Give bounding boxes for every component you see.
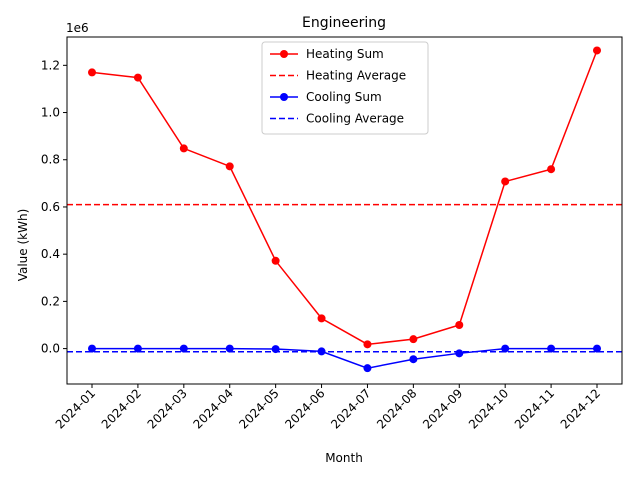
data-point-0-2: [179, 144, 188, 153]
legend-label-2: Cooling Sum: [306, 90, 382, 104]
y-tick-label-4: 0.8: [41, 153, 60, 167]
data-point-2-11: [593, 344, 601, 353]
data-point-2-3: [225, 344, 234, 353]
y-tick-label-0: 0.0: [41, 342, 60, 356]
data-point-0-5: [317, 314, 326, 323]
legend-label-3: Cooling Average: [306, 112, 404, 126]
y-tick-label-6: 1.2: [41, 58, 60, 72]
data-point-0-7: [409, 335, 418, 344]
data-point-0-0: [88, 68, 96, 77]
data-point-0-8: [455, 320, 464, 329]
data-point-2-7: [409, 355, 418, 364]
series-line-2: [92, 347, 597, 369]
data-point-2-8: [455, 349, 464, 358]
chart-title: Engineering: [302, 15, 386, 31]
y-tick-label-1: 0.2: [41, 294, 60, 308]
data-point-0-3: [225, 162, 234, 171]
data-point-2-6: [363, 364, 372, 373]
legend: Heating Sum Heating Average Cooling Sum Coo…: [261, 41, 429, 135]
y-scale-label: 1e6: [66, 21, 89, 35]
data-point-0-11: [593, 46, 601, 55]
plot-area: [67, 46, 622, 373]
data-point-2-1: [133, 344, 142, 353]
data-point-2-2: [179, 344, 188, 353]
data-point-0-1: [133, 73, 142, 82]
legend-marker-2: [280, 93, 288, 101]
axes-frame: [66, 36, 623, 385]
y-tick-label-3: 0.6: [41, 200, 60, 214]
data-point-0-4: [271, 256, 280, 265]
data-point-2-10: [547, 344, 556, 353]
legend-marker-0: [280, 50, 288, 58]
x-axis-label: Month: [325, 451, 363, 465]
y-tick-label-2: 0.4: [41, 247, 60, 261]
data-point-2-0: [88, 344, 96, 353]
series-line-0: [91, 50, 598, 346]
data-point-0-10: [547, 165, 556, 174]
data-point-2-9: [501, 344, 510, 353]
legend-label-0: Heating Sum: [306, 47, 384, 61]
data-point-0-9: [501, 177, 510, 186]
legend-label-1: Heating Average: [306, 69, 406, 83]
legend-box: [261, 41, 429, 135]
y-tick-label-5: 1.0: [41, 106, 60, 120]
y-axis-label: Value (kWh): [16, 209, 30, 282]
data-point-0-6: [363, 340, 372, 349]
